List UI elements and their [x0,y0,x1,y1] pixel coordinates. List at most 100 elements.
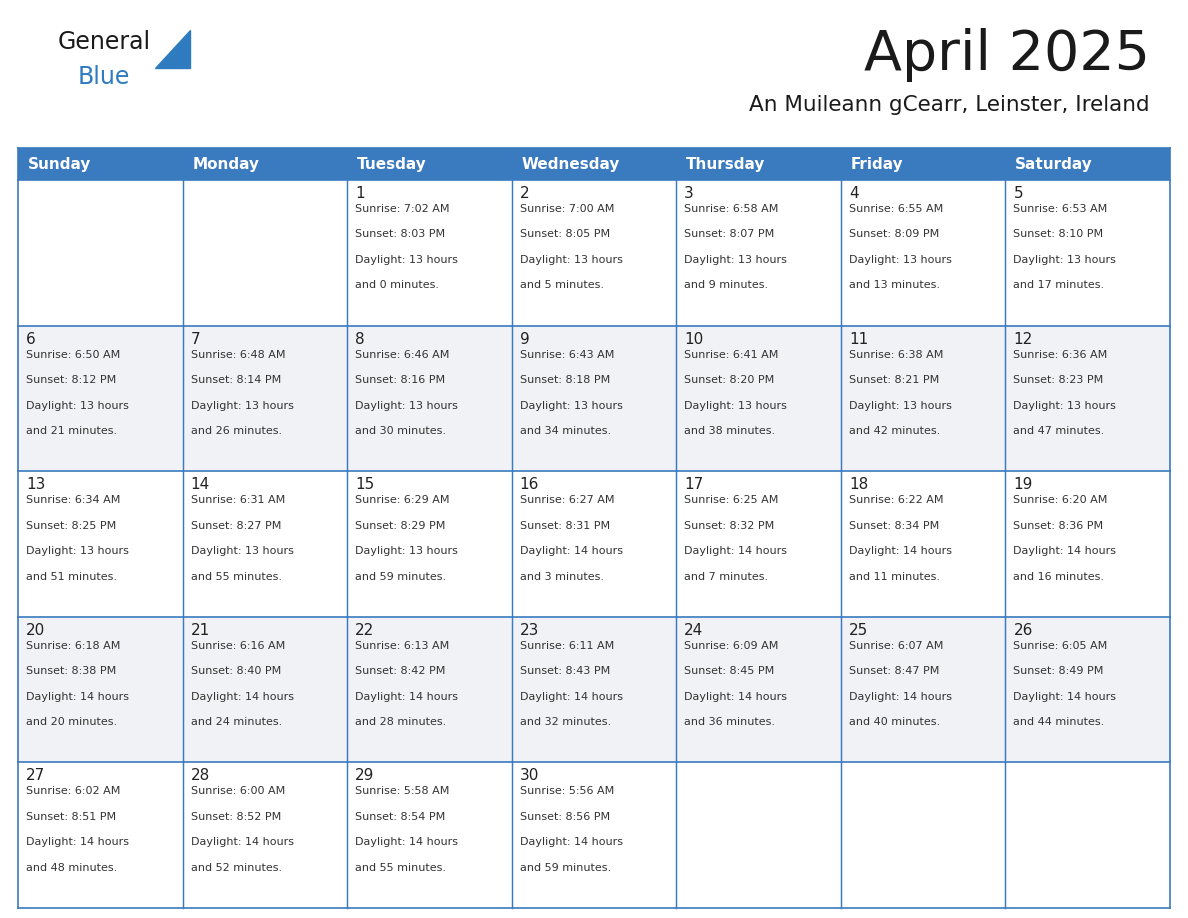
Text: Daylight: 14 hours: Daylight: 14 hours [26,837,129,847]
Text: Sunrise: 6:34 AM: Sunrise: 6:34 AM [26,495,120,505]
Text: Sunrise: 6:25 AM: Sunrise: 6:25 AM [684,495,778,505]
Text: and 11 minutes.: and 11 minutes. [849,572,940,582]
Text: Monday: Monday [192,156,259,172]
Bar [18,326,1170,471]
Text: and 40 minutes.: and 40 minutes. [849,717,940,727]
Bar [512,148,676,180]
Text: Daylight: 14 hours: Daylight: 14 hours [519,546,623,556]
Text: Tuesday: Tuesday [358,156,426,172]
Text: Sunrise: 6:31 AM: Sunrise: 6:31 AM [190,495,285,505]
Text: Sunrise: 6:43 AM: Sunrise: 6:43 AM [519,350,614,360]
Text: April 2025: April 2025 [864,28,1150,82]
Text: Daylight: 14 hours: Daylight: 14 hours [684,546,788,556]
Text: Sunset: 8:09 PM: Sunset: 8:09 PM [849,230,939,240]
Text: 25: 25 [849,622,868,638]
Text: Sunset: 8:34 PM: Sunset: 8:34 PM [849,521,939,531]
Text: Sunset: 8:27 PM: Sunset: 8:27 PM [190,521,280,531]
Text: Sunset: 8:52 PM: Sunset: 8:52 PM [190,812,280,822]
Text: Sunrise: 6:41 AM: Sunrise: 6:41 AM [684,350,778,360]
Text: and 55 minutes.: and 55 minutes. [355,863,447,873]
Bar [18,763,1170,908]
Text: and 59 minutes.: and 59 minutes. [519,863,611,873]
Text: Sunday: Sunday [27,156,91,172]
Text: 14: 14 [190,477,210,492]
Text: and 36 minutes.: and 36 minutes. [684,717,776,727]
Text: Sunset: 8:18 PM: Sunset: 8:18 PM [519,375,609,385]
Text: and 55 minutes.: and 55 minutes. [190,572,282,582]
Text: and 52 minutes.: and 52 minutes. [190,863,282,873]
Text: and 47 minutes.: and 47 minutes. [1013,426,1105,436]
Text: 22: 22 [355,622,374,638]
Text: Sunrise: 6:27 AM: Sunrise: 6:27 AM [519,495,614,505]
Text: Sunset: 8:03 PM: Sunset: 8:03 PM [355,230,446,240]
Text: Sunset: 8:51 PM: Sunset: 8:51 PM [26,812,116,822]
Text: Daylight: 13 hours: Daylight: 13 hours [355,400,459,410]
Text: Sunset: 8:29 PM: Sunset: 8:29 PM [355,521,446,531]
Text: An Muileann gCearr, Leinster, Ireland: An Muileann gCearr, Leinster, Ireland [750,95,1150,115]
Bar [841,148,1005,180]
Bar [18,148,183,180]
Text: Sunrise: 6:46 AM: Sunrise: 6:46 AM [355,350,449,360]
Text: 20: 20 [26,622,45,638]
Text: 10: 10 [684,331,703,347]
Text: Daylight: 13 hours: Daylight: 13 hours [1013,255,1117,265]
Text: 28: 28 [190,768,210,783]
Text: General: General [58,30,151,54]
Text: 1: 1 [355,186,365,201]
Text: Daylight: 14 hours: Daylight: 14 hours [849,546,952,556]
Text: Saturday: Saturday [1016,156,1093,172]
Text: and 42 minutes.: and 42 minutes. [849,426,940,436]
Text: Sunset: 8:25 PM: Sunset: 8:25 PM [26,521,116,531]
Text: Blue: Blue [78,65,131,89]
Text: and 44 minutes.: and 44 minutes. [1013,717,1105,727]
Text: Sunrise: 6:50 AM: Sunrise: 6:50 AM [26,350,120,360]
Text: Daylight: 13 hours: Daylight: 13 hours [519,400,623,410]
Text: 15: 15 [355,477,374,492]
Text: 17: 17 [684,477,703,492]
Text: Sunrise: 6:07 AM: Sunrise: 6:07 AM [849,641,943,651]
Text: and 34 minutes.: and 34 minutes. [519,426,611,436]
Text: Sunrise: 6:22 AM: Sunrise: 6:22 AM [849,495,943,505]
Text: and 5 minutes.: and 5 minutes. [519,280,604,290]
Text: Sunrise: 6:11 AM: Sunrise: 6:11 AM [519,641,614,651]
Text: and 13 minutes.: and 13 minutes. [849,280,940,290]
Text: Sunset: 8:38 PM: Sunset: 8:38 PM [26,666,116,677]
Text: Sunset: 8:07 PM: Sunset: 8:07 PM [684,230,775,240]
Text: Sunrise: 6:58 AM: Sunrise: 6:58 AM [684,204,778,214]
Text: Sunrise: 5:56 AM: Sunrise: 5:56 AM [519,787,614,797]
Text: Daylight: 14 hours: Daylight: 14 hours [26,692,129,701]
Bar [1005,148,1170,180]
Text: Sunset: 8:45 PM: Sunset: 8:45 PM [684,666,775,677]
Bar [676,148,841,180]
Text: Daylight: 14 hours: Daylight: 14 hours [190,692,293,701]
Text: and 7 minutes.: and 7 minutes. [684,572,769,582]
Text: and 32 minutes.: and 32 minutes. [519,717,611,727]
Bar [347,148,512,180]
Text: Sunrise: 6:55 AM: Sunrise: 6:55 AM [849,204,943,214]
Text: Daylight: 14 hours: Daylight: 14 hours [519,692,623,701]
Text: 11: 11 [849,331,868,347]
Text: Sunrise: 6:29 AM: Sunrise: 6:29 AM [355,495,449,505]
Text: Daylight: 13 hours: Daylight: 13 hours [519,255,623,265]
Text: Daylight: 14 hours: Daylight: 14 hours [519,837,623,847]
Text: Sunrise: 6:53 AM: Sunrise: 6:53 AM [1013,204,1107,214]
Text: 26: 26 [1013,622,1032,638]
Text: 8: 8 [355,331,365,347]
Text: and 24 minutes.: and 24 minutes. [190,717,282,727]
Text: 7: 7 [190,331,201,347]
Text: Sunrise: 6:00 AM: Sunrise: 6:00 AM [190,787,285,797]
Text: Sunset: 8:10 PM: Sunset: 8:10 PM [1013,230,1104,240]
Text: Sunrise: 6:36 AM: Sunrise: 6:36 AM [1013,350,1107,360]
Text: 9: 9 [519,331,530,347]
Text: Sunrise: 7:02 AM: Sunrise: 7:02 AM [355,204,449,214]
Text: 29: 29 [355,768,374,783]
Text: Sunset: 8:47 PM: Sunset: 8:47 PM [849,666,940,677]
Text: 2: 2 [519,186,530,201]
Text: Daylight: 13 hours: Daylight: 13 hours [684,255,788,265]
Text: Daylight: 14 hours: Daylight: 14 hours [684,692,788,701]
Text: Daylight: 13 hours: Daylight: 13 hours [26,400,128,410]
Text: 23: 23 [519,622,539,638]
Text: and 26 minutes.: and 26 minutes. [190,426,282,436]
Text: Sunrise: 6:18 AM: Sunrise: 6:18 AM [26,641,120,651]
Text: 27: 27 [26,768,45,783]
